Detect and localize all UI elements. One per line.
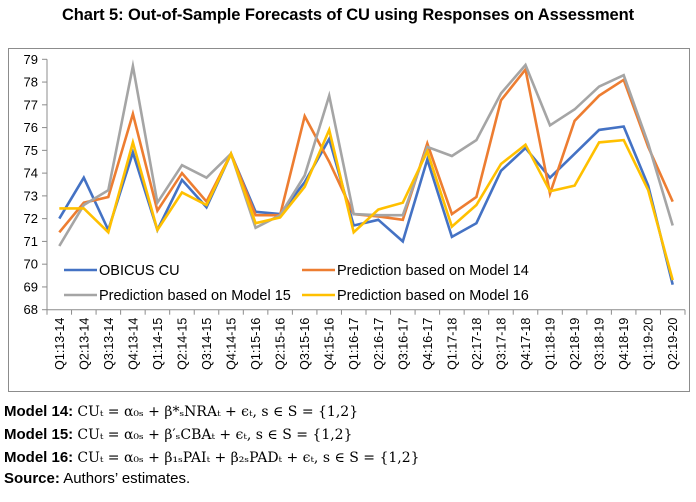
legend-label-1: OBICUS CU [99, 263, 180, 279]
series-line-4 [59, 125, 674, 281]
x-tick-label: Q2:17-18 [470, 318, 484, 370]
x-tick-label: Q4:14-15 [225, 318, 239, 370]
x-tick-label: Q3:18-19 [593, 318, 607, 370]
x-tick-label: Q1:18-19 [544, 318, 558, 370]
model-16-label: Model 16: [4, 449, 74, 466]
y-tick-label: 77 [24, 97, 38, 112]
model-14-equation: CUₜ = α₀ₛ + β*ₛNRAₜ + ϵₜ, s ∈ S = {1,2} [77, 404, 359, 420]
x-tick-label: Q2:18-19 [568, 318, 582, 370]
x-tick-label: Q1:14-15 [151, 318, 165, 370]
y-tick-label: 76 [24, 120, 38, 135]
y-tick-label: 72 [24, 211, 38, 226]
x-tick-label: Q4:16-17 [421, 318, 435, 370]
model-16-note: Model 16: CUₜ = α₀ₛ + β₁ₛPAIₜ + β₂ₛPADₜ … [4, 446, 694, 469]
model-15-label: Model 15: [4, 426, 74, 443]
x-tick-label: Q2:19-20 [666, 318, 680, 370]
x-tick-label: Q1:15-16 [249, 318, 263, 370]
y-tick-label: 70 [24, 257, 38, 272]
x-tick-label: Q4:18-19 [617, 318, 631, 370]
model-15-note: Model 15: CUₜ = α₀ₛ + β′ₛCBAₜ + ϵₜ, s ∈ … [4, 423, 694, 446]
source-label: Source: [4, 470, 60, 487]
x-tick-label: Q1:19-20 [642, 318, 656, 370]
source-text: Authors’ estimates. [59, 470, 191, 487]
legend-label-2: Prediction based on Model 14 [337, 263, 529, 279]
model-16-equation: CUₜ = α₀ₛ + β₁ₛPAIₜ + β₂ₛPADₜ + ϵₜ, s ∈ … [77, 450, 420, 466]
y-tick-label: 74 [24, 166, 38, 181]
model-14-note: Model 14: CUₜ = α₀ₛ + β*ₛNRAₜ + ϵₜ, s ∈ … [4, 400, 694, 423]
line-chart: 68 69 70 71 72 73 74 75 76 77 78 79 Q1:13-14 Q2:13-14… [24, 52, 686, 370]
x-tick-label: Q4:17-18 [519, 318, 533, 370]
notes-section: Model 14: CUₜ = α₀ₛ + β*ₛNRAₜ + ϵₜ, s ∈ … [4, 400, 694, 492]
x-tick-label: Q2:13-14 [77, 318, 91, 370]
model-14-label: Model 14: [4, 403, 74, 420]
x-tick-label: Q3:15-16 [298, 318, 312, 370]
x-tick-label: Q4:15-16 [323, 318, 337, 370]
x-tick-label: Q3:14-15 [200, 318, 214, 370]
x-tick-label: Q3:16-17 [396, 318, 410, 370]
x-tick-label: Q1:17-18 [445, 318, 459, 370]
chart-area [8, 48, 690, 392]
x-tick-label: Q3:13-14 [102, 318, 116, 370]
model-15-equation: CUₜ = α₀ₛ + β′ₛCBAₜ + ϵₜ, s ∈ S = {1,2} [77, 427, 353, 443]
x-tick-label: Q1:16-17 [347, 318, 361, 370]
x-tick-label: Q3:17-18 [494, 318, 508, 370]
y-tick-label: 71 [24, 234, 38, 249]
series-line-3 [58, 59, 674, 247]
x-tick-label: Q2:15-16 [274, 318, 288, 370]
y-tick-label: 79 [24, 52, 38, 67]
y-tick-label: 78 [24, 75, 38, 90]
x-tick-label: Q2:14-15 [175, 318, 189, 370]
x-tick-label: Q1:13-14 [53, 318, 67, 370]
x-tick-label: Q2:16-17 [372, 318, 386, 370]
y-tick-label: 68 [24, 302, 38, 317]
legend-label-3: Prediction based on Model 15 [99, 288, 291, 304]
source-note: Source: Authors’ estimates. [4, 469, 694, 492]
chart-title: Chart 5: Out-of-Sample Forecasts of CU u… [61, 6, 635, 24]
y-tick-label: 75 [24, 143, 38, 158]
x-tick-label: Q4:13-14 [126, 318, 140, 370]
legend-label-4: Prediction based on Model 16 [337, 288, 529, 304]
y-tick-label: 73 [24, 188, 38, 203]
y-tick-label: 69 [24, 279, 38, 294]
